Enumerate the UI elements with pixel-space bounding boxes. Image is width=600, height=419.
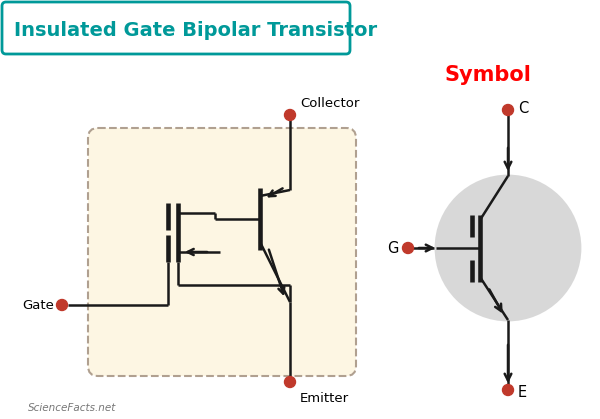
Circle shape — [284, 109, 296, 121]
Circle shape — [56, 300, 67, 310]
FancyBboxPatch shape — [88, 128, 356, 376]
Circle shape — [436, 176, 580, 320]
Text: G: G — [386, 241, 398, 256]
Circle shape — [403, 243, 413, 253]
Text: Gate: Gate — [22, 298, 54, 311]
Circle shape — [503, 104, 514, 116]
Text: Collector: Collector — [300, 96, 359, 109]
Circle shape — [503, 385, 514, 396]
Text: E: E — [518, 385, 527, 399]
Text: Emitter: Emitter — [300, 391, 349, 404]
Text: C: C — [518, 101, 528, 116]
Circle shape — [284, 377, 296, 388]
Text: Symbol: Symbol — [445, 65, 532, 85]
Text: ScienceFacts.net: ScienceFacts.net — [28, 403, 116, 413]
FancyBboxPatch shape — [2, 2, 350, 54]
Text: Insulated Gate Bipolar Transistor: Insulated Gate Bipolar Transistor — [14, 21, 377, 39]
